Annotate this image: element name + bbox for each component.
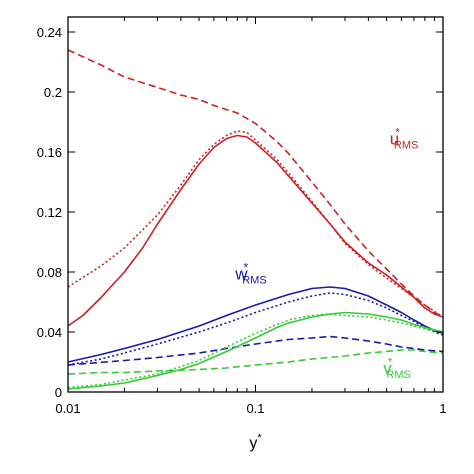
- annotation-w-sub: RMS: [242, 275, 266, 287]
- y-tick-label-1: 0.04: [37, 325, 62, 340]
- series-u-dashed: [67, 49, 444, 318]
- x-axis-label-sup: *: [257, 432, 262, 444]
- y-tick-label-2: 0.08: [37, 265, 62, 280]
- series-v-dashed: [67, 349, 444, 375]
- curves-layer: [67, 49, 444, 390]
- annotation-v-sup: *: [388, 355, 393, 369]
- annotation-u-rms: u* RMS: [390, 126, 419, 152]
- series-w-solid: [67, 286, 444, 363]
- series-u-dotted: [67, 130, 444, 318]
- series-w-dashed: [67, 335, 444, 366]
- series-v-solid: [67, 311, 444, 390]
- series-u-solid: [67, 134, 444, 327]
- series-v-dotted: [67, 313, 444, 389]
- series-w-dotted: [67, 292, 444, 366]
- y-tick-label-5: 0.2: [44, 85, 62, 100]
- annotation-v-base: v: [383, 359, 392, 378]
- annotation-v-sub: RMS: [386, 369, 410, 381]
- y-tick-label-4: 0.16: [37, 145, 62, 160]
- y-tick-label-6: 0.24: [37, 25, 62, 40]
- annotation-u-sup: *: [395, 126, 400, 140]
- x-tick-label-2: 1: [439, 401, 446, 416]
- annotation-v-rms: v* RMS: [383, 355, 411, 381]
- x-axis-label: y*: [249, 432, 262, 452]
- annotation-w-rms: w* RMS: [234, 261, 266, 287]
- axes-layer: 0 0.04 0.08 0.12 0.16 0.2 0.24 0.01 0.1 1: [37, 17, 447, 416]
- annotation-w-base: w: [234, 265, 248, 284]
- annotation-u-sub: RMS: [394, 140, 418, 152]
- x-tick-label-0: 0.01: [55, 401, 80, 416]
- plot-frame: [67, 16, 444, 393]
- annotation-u-base: u: [390, 130, 399, 149]
- y-tick-label-0: 0: [55, 385, 62, 400]
- x-tick-label-1: 0.1: [246, 401, 264, 416]
- y-tick-label-3: 0.12: [37, 205, 62, 220]
- annotation-w-sup: *: [244, 261, 249, 275]
- x-axis-label-base: y: [249, 435, 257, 452]
